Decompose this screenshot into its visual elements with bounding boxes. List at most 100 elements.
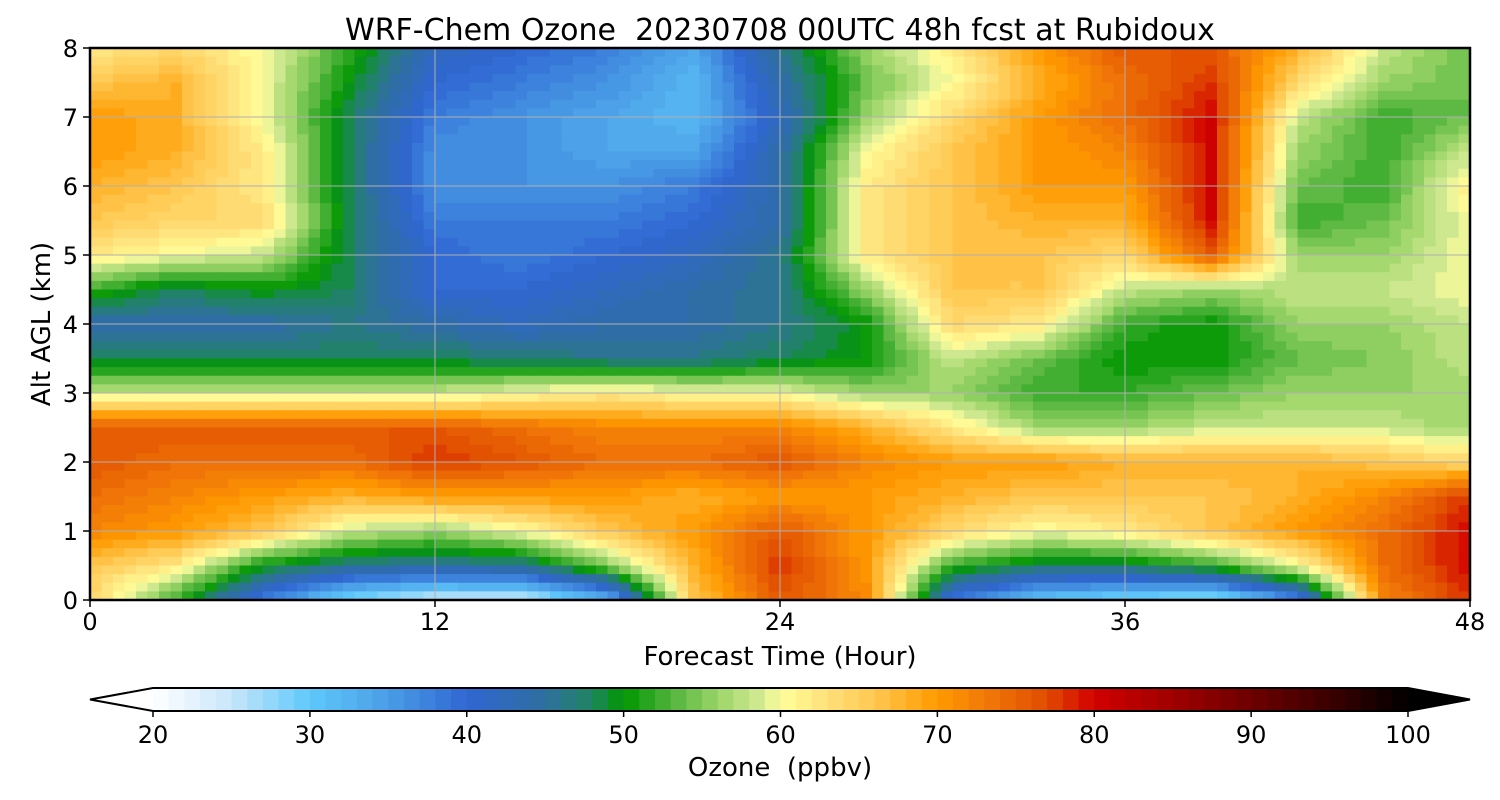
heatmap-cell xyxy=(1228,384,1241,394)
heatmap-cell xyxy=(619,151,632,161)
heatmap-cell xyxy=(1378,358,1391,368)
heatmap-cell xyxy=(1113,82,1126,92)
heatmap-cell xyxy=(573,65,586,75)
heatmap-cell xyxy=(423,263,436,273)
heatmap-cell xyxy=(170,142,183,153)
heatmap-cell xyxy=(1079,280,1092,291)
heatmap-cell xyxy=(1435,203,1448,213)
heatmap-cell xyxy=(619,324,632,334)
heatmap-cell xyxy=(435,142,448,153)
heatmap-cell xyxy=(538,108,551,118)
heatmap-cell xyxy=(90,151,103,161)
heatmap-cell xyxy=(1056,272,1069,282)
heatmap-cell xyxy=(1240,82,1253,92)
heatmap-cell xyxy=(1309,289,1322,299)
heatmap-cell xyxy=(975,384,988,394)
heatmap-cell xyxy=(1010,298,1023,308)
heatmap-cell xyxy=(262,160,275,170)
heatmap-cell xyxy=(872,401,885,411)
heatmap-cell xyxy=(1251,125,1264,135)
heatmap-cell xyxy=(826,324,839,334)
heatmap-cell xyxy=(998,280,1011,291)
heatmap-cell xyxy=(952,168,965,178)
heatmap-cell xyxy=(113,341,126,351)
heatmap-cell xyxy=(1136,358,1149,368)
heatmap-cell xyxy=(1228,125,1241,135)
heatmap-cell xyxy=(607,306,620,316)
heatmap-cell xyxy=(320,177,333,187)
heatmap-cell xyxy=(1401,142,1414,153)
heatmap-cell xyxy=(1251,56,1264,66)
heatmap-cell xyxy=(561,65,574,75)
heatmap-cell xyxy=(607,315,620,325)
heatmap-cell xyxy=(101,246,114,256)
heatmap-cell xyxy=(607,289,620,299)
heatmap-cell xyxy=(1217,168,1230,178)
heatmap-cell xyxy=(699,289,712,299)
heatmap-cell xyxy=(1021,289,1034,299)
heatmap-cell xyxy=(251,56,264,66)
heatmap-cell xyxy=(584,401,597,411)
heatmap-cell xyxy=(1182,108,1195,118)
heatmap-cell xyxy=(573,393,586,403)
heatmap-cell xyxy=(366,91,379,101)
heatmap-cell xyxy=(550,108,563,118)
heatmap-cell xyxy=(136,56,149,66)
heatmap-cell xyxy=(435,315,448,325)
heatmap-cell xyxy=(987,332,1000,342)
heatmap-cell xyxy=(446,56,459,66)
heatmap-cell xyxy=(1343,211,1356,222)
heatmap-cell xyxy=(929,324,942,334)
heatmap-cell xyxy=(711,177,724,187)
heatmap-cell xyxy=(1355,272,1368,282)
heatmap-cell xyxy=(492,263,505,273)
heatmap-cell xyxy=(642,186,655,196)
heatmap-cell xyxy=(883,48,896,58)
heatmap-cell xyxy=(1458,272,1471,282)
heatmap-cell xyxy=(412,56,425,66)
heatmap-cell xyxy=(412,65,425,75)
heatmap-cell xyxy=(101,367,114,377)
heatmap-cell xyxy=(975,151,988,161)
heatmap-cell xyxy=(1102,332,1115,342)
heatmap-cell xyxy=(515,332,528,342)
heatmap-cell xyxy=(791,108,804,118)
heatmap-cell xyxy=(1148,280,1161,291)
heatmap-cell xyxy=(182,237,195,247)
heatmap-cell xyxy=(458,151,471,161)
heatmap-cell xyxy=(504,349,517,360)
heatmap-cell xyxy=(412,298,425,308)
heatmap-cell xyxy=(239,186,252,196)
heatmap-cell xyxy=(596,263,609,273)
heatmap-cell xyxy=(998,151,1011,161)
heatmap-cell xyxy=(1056,48,1069,58)
heatmap-cell xyxy=(1355,246,1368,256)
heatmap-cell xyxy=(251,324,264,334)
heatmap-cell xyxy=(883,117,896,127)
heatmap-cell xyxy=(630,203,643,213)
heatmap-cell xyxy=(458,229,471,239)
heatmap-cell xyxy=(1389,289,1402,299)
heatmap-cell xyxy=(492,160,505,170)
heatmap-cell xyxy=(757,324,770,334)
heatmap-cell xyxy=(780,134,793,144)
heatmap-cell xyxy=(170,65,183,75)
heatmap-cell xyxy=(1044,246,1057,256)
heatmap-cell xyxy=(435,401,448,411)
heatmap-cell xyxy=(159,289,172,299)
heatmap-cell xyxy=(1286,255,1299,265)
heatmap-cell xyxy=(193,151,206,161)
heatmap-cell xyxy=(1435,289,1448,299)
heatmap-cell xyxy=(1079,298,1092,308)
heatmap-cell xyxy=(90,272,103,282)
heatmap-cell xyxy=(665,203,678,213)
heatmap-cell xyxy=(1378,142,1391,153)
heatmap-cell xyxy=(216,134,229,144)
heatmap-cell xyxy=(159,272,172,282)
heatmap-cell xyxy=(527,108,540,118)
heatmap-cell xyxy=(1389,246,1402,256)
heatmap-cell xyxy=(492,272,505,282)
heatmap-cell xyxy=(1113,220,1126,230)
heatmap-cell xyxy=(262,186,275,196)
heatmap-cell xyxy=(170,99,183,109)
